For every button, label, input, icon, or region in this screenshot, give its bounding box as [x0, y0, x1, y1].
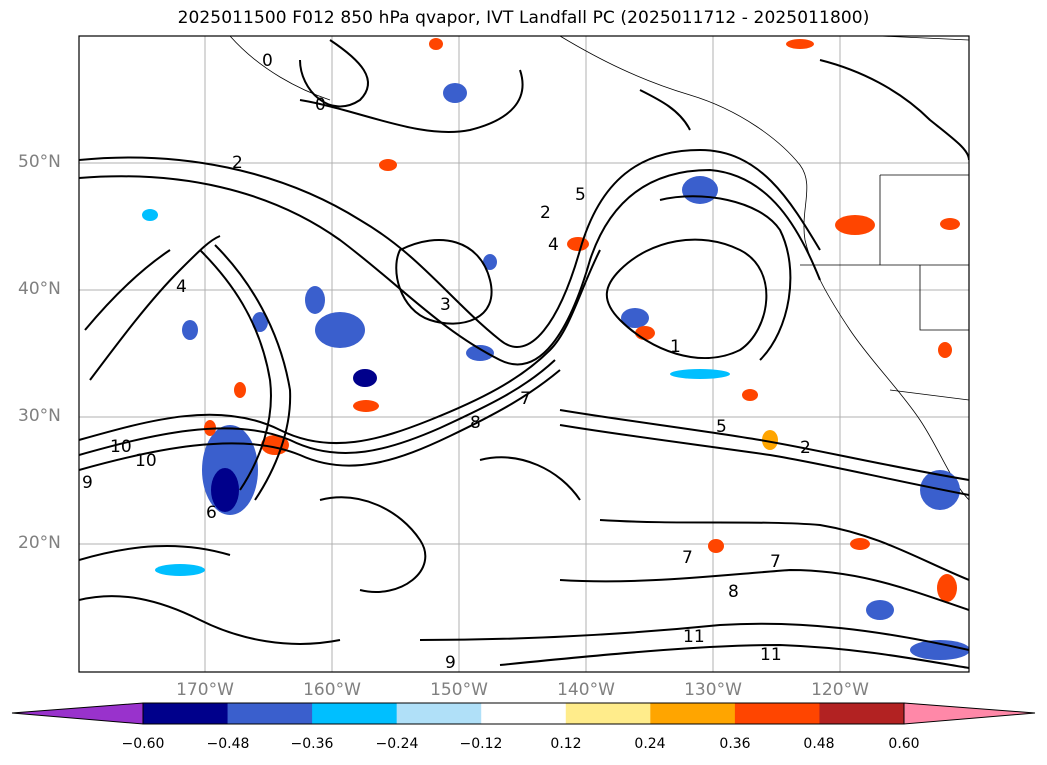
contour-label-group: 0 0 1 2 2 2 3 4 4 5 5 6 7 7 7 8 8 9 9 10… — [82, 51, 811, 673]
contour-label: 0 — [262, 51, 273, 71]
contour-label: 10 — [135, 451, 157, 471]
colorbar-tick: −0.60 — [121, 736, 165, 752]
lon-label: 160°W — [303, 680, 361, 700]
map-title: 2025011500 F012 850 hPa qvapor, IVT Land… — [177, 8, 870, 28]
contour-label: 7 — [682, 548, 693, 568]
contour-label: 11 — [760, 645, 782, 665]
map-plot: 0 0 1 2 2 2 3 4 4 5 5 6 7 7 7 8 8 9 9 10… — [78, 35, 970, 673]
colorbar — [11, 702, 1036, 725]
colorbar-segment — [565, 703, 651, 724]
colorbar-tick: 0.60 — [888, 736, 920, 752]
ivt-contours — [79, 39, 969, 669]
lon-label: 120°W — [811, 680, 869, 700]
contour-label: 4 — [176, 277, 187, 297]
contour-label: 9 — [445, 653, 456, 673]
contour-label: 11 — [683, 627, 705, 647]
colorbar-tick: 0.24 — [634, 736, 666, 752]
contour-label: 9 — [82, 473, 93, 493]
colorbar-tick: 0.36 — [719, 736, 751, 752]
lon-label: 150°W — [430, 680, 488, 700]
contour-label: 0 — [315, 95, 326, 115]
qvapor-anomaly-fills — [142, 38, 969, 660]
map-background — [79, 36, 969, 672]
colorbar-segment — [227, 703, 313, 724]
lon-label: 170°W — [176, 680, 234, 700]
lon-label: 130°W — [684, 680, 742, 700]
colorbar-tick: −0.24 — [375, 736, 419, 752]
lat-label: 30°N — [18, 406, 61, 426]
colorbar-segment — [734, 703, 820, 724]
contour-label: 2 — [232, 153, 243, 173]
colorbar-tick: −0.36 — [290, 736, 334, 752]
contour-label: 2 — [800, 438, 811, 458]
colorbar-segment — [481, 703, 567, 724]
contour-label: 6 — [206, 503, 217, 523]
colorbar-frame — [142, 702, 905, 725]
contour-label: 7 — [520, 389, 531, 409]
lat-label: 50°N — [18, 152, 61, 172]
contour-label: 5 — [716, 417, 727, 437]
colorbar-tick: −0.48 — [206, 736, 250, 752]
colorbar-segment — [312, 703, 398, 724]
colorbar-tick: 0.12 — [550, 736, 582, 752]
contour-label: 5 — [575, 185, 586, 205]
contour-label: 3 — [440, 295, 451, 315]
lon-label: 140°W — [557, 680, 615, 700]
colorbar-segment — [819, 703, 905, 724]
contour-label: 8 — [728, 582, 739, 602]
coastlines — [229, 36, 969, 501]
colorbar-segment — [396, 703, 482, 724]
contour-label: 4 — [548, 235, 559, 255]
colorbar-segment — [650, 703, 736, 724]
gridlines — [79, 36, 969, 672]
lat-label: 20°N — [18, 533, 61, 553]
contour-label: 8 — [470, 413, 481, 433]
colorbar-segments — [12, 703, 1035, 724]
map-frame — [78, 35, 970, 673]
contour-label: 1 — [670, 337, 681, 357]
contour-label: 2 — [540, 203, 551, 223]
colorbar-segment — [143, 703, 229, 724]
contour-label: 10 — [110, 437, 132, 457]
colorbar-extend-high — [904, 703, 1035, 724]
colorbar-tick: −0.12 — [459, 736, 503, 752]
colorbar-tick: 0.48 — [803, 736, 835, 752]
colorbar-extend-low — [12, 703, 143, 724]
contour-label: 7 — [770, 552, 781, 572]
lat-label: 40°N — [18, 279, 61, 299]
